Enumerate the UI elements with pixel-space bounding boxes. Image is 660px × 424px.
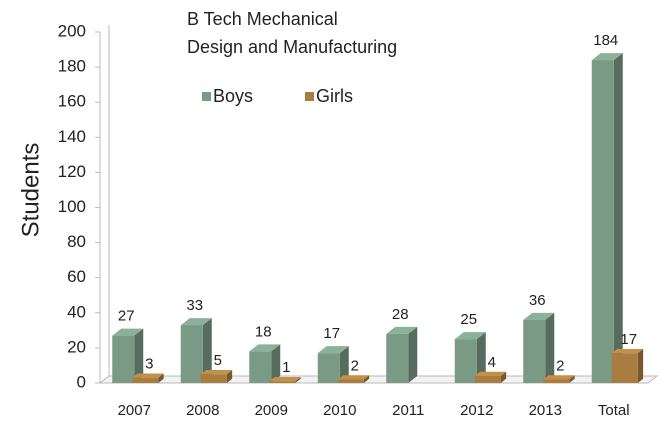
legend-label: Boys [213,86,253,106]
y-axis-label: Students [17,143,44,238]
x-tick-label: Total [598,402,630,419]
bar-top [317,346,349,354]
y-tick-label: 80 [67,232,86,251]
bar-side [134,328,144,383]
y-axis [99,25,110,384]
x-tick-label: 2008 [186,402,219,419]
chart-title: Design and Manufacturing [187,37,397,57]
bar-top [249,344,281,352]
bar-top [611,348,644,354]
y-tick-label: 100 [58,197,86,216]
bar-top [132,373,164,378]
bar-side [363,375,370,383]
bar-top [112,328,144,336]
data-label: 5 [214,352,222,369]
legend-swatch [202,92,211,101]
bar-side [295,377,301,383]
y-tick-label: 120 [58,162,86,181]
data-label: 2 [351,357,359,374]
bar-side [545,312,555,383]
bar-side [569,375,575,383]
bar-side [202,318,212,383]
data-label: 17 [620,331,637,348]
data-label: 4 [488,354,496,371]
y-tick-label: 20 [67,337,86,356]
chart-title: B Tech Mechanical [187,9,338,29]
x-tick-label: 2011 [392,402,424,419]
bar-side [158,373,164,383]
bar [269,381,296,383]
bar-top [454,332,486,340]
bar-side [226,370,233,383]
y-tick-label: 40 [67,302,86,321]
y-tick-label: 60 [67,267,86,286]
bar [200,374,227,383]
bar [591,60,614,384]
bar-top [200,370,233,375]
x-tick-label: 2010 [323,402,356,419]
bar-top [591,53,623,61]
x-tick-label: 2007 [118,402,151,419]
bar-top [474,371,507,376]
data-label: 25 [460,311,477,328]
bar [611,353,638,383]
bar-top [523,312,555,320]
bar [112,335,135,383]
legend-label: Girls [316,86,353,106]
data-label: 17 [323,325,340,342]
y-tick-label: 140 [58,127,86,146]
y-tick-label: 180 [58,57,86,76]
bar [454,339,477,383]
bar [337,379,364,383]
bar [132,377,159,383]
bar-side [476,332,486,383]
bar [543,379,570,383]
bar-top [337,375,370,380]
bar-top [269,377,301,382]
bar [317,353,340,383]
bar [386,333,409,383]
y-tick-label: 200 [58,21,86,40]
bar-side [637,348,644,383]
data-label: 2 [556,357,564,374]
bar [474,375,501,383]
data-label: 33 [186,297,203,314]
bar [249,351,272,383]
x-tick-label: 2009 [255,402,288,419]
x-tick-label: 2013 [529,402,562,419]
bar-top [386,326,418,334]
bar-top [543,375,575,380]
data-label: 1 [282,359,290,376]
bar-top [180,318,212,326]
bar-side [339,346,349,383]
y-tick-label: 160 [58,92,86,111]
data-label: 36 [529,292,546,309]
data-label: 18 [255,323,272,340]
data-label: 27 [118,308,135,325]
legend-swatch [305,92,314,101]
bar-side [271,344,281,383]
bar-side [408,326,418,383]
y-tick-label: 0 [77,372,86,391]
bar [523,319,546,383]
bar-side [613,53,623,383]
bar-side [500,371,507,383]
x-tick-label: 2012 [460,402,493,419]
data-label: 3 [145,356,153,373]
data-label: 28 [392,306,409,323]
bar [180,325,203,383]
data-label: 184 [593,32,618,49]
